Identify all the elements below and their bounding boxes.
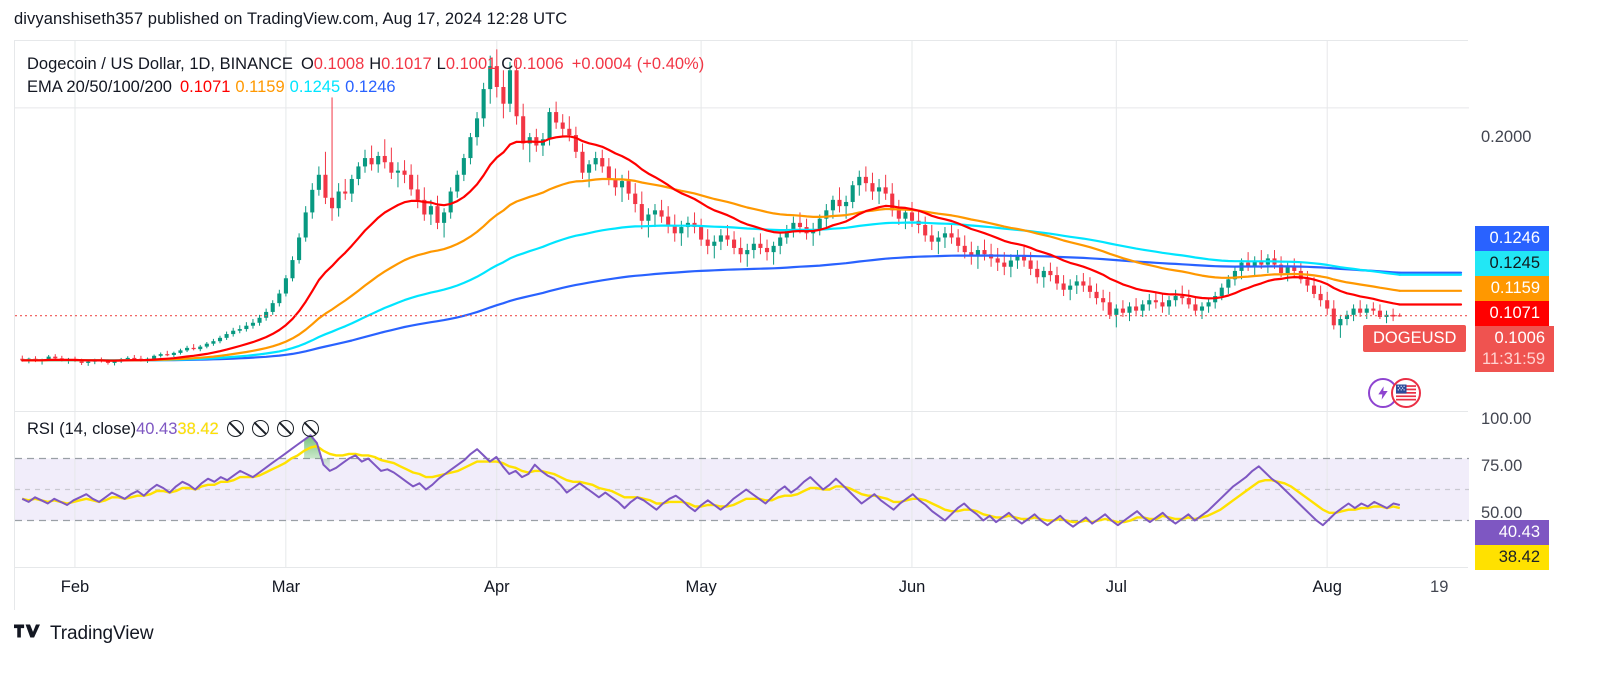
time-axis-label-feb: Feb — [60, 578, 90, 596]
rsi-chart-canvas — [15, 412, 1469, 567]
last-price-tag[interactable]: 0.1006 11:31:59 — [1475, 326, 1555, 372]
rsi-value-tag: 40.43 — [1475, 520, 1549, 545]
price-chart-canvas — [15, 41, 1469, 411]
last-price-value: 0.1006 — [1494, 329, 1546, 347]
chart-frame: Dogecoin / US Dollar, 1D, BINANCE O0.1008… — [14, 40, 1469, 610]
footer: TradingView — [14, 622, 154, 645]
time-axis-label-19: 19 — [1430, 578, 1449, 596]
rsi-pane[interactable]: RSI (14, close)40.4338.42 — [15, 412, 1469, 567]
bar-countdown: 11:31:59 — [1482, 350, 1546, 368]
price-tick-0: 0.2000 — [1481, 128, 1532, 146]
time-axis-label-jun: Jun — [898, 578, 926, 596]
time-axis-separator — [15, 567, 1468, 568]
tradingview-logo-icon — [14, 622, 40, 645]
publisher-attribution: divyanshiseth357 published on TradingVie… — [14, 10, 568, 28]
chart-badges — [1368, 378, 1421, 408]
ema20-price-tag: 0.1071 — [1475, 301, 1549, 326]
time-axis-label-may: May — [685, 578, 717, 596]
rsi-ma-value-tag: 38.42 — [1475, 545, 1549, 570]
time-axis-label-apr: Apr — [483, 578, 510, 596]
price-scale[interactable]: 0.2000 0.1246 0.1245 0.1159 0.1071 0.100… — [1469, 40, 1600, 610]
ema50-price-tag: 0.1159 — [1475, 276, 1549, 301]
rsi-tick-75: 75.00 — [1481, 457, 1523, 475]
brand-name: TradingView — [50, 622, 154, 644]
us-flag-badge-icon[interactable] — [1391, 378, 1421, 408]
time-axis-label-mar: Mar — [271, 578, 301, 596]
time-axis[interactable]: Feb Mar Apr May Jun Jul Aug 19 — [15, 568, 1468, 610]
rsi-tick-50: 50.00 — [1481, 504, 1523, 522]
ema100-price-tag: 0.1245 — [1475, 251, 1549, 276]
price-pane[interactable]: Dogecoin / US Dollar, 1D, BINANCE O0.1008… — [15, 41, 1469, 411]
ema200-price-tag: 0.1246 — [1475, 226, 1549, 251]
rsi-tick-100: 100.00 — [1481, 410, 1532, 428]
time-axis-label-aug: Aug — [1312, 578, 1342, 596]
time-axis-label-jul: Jul — [1105, 578, 1127, 596]
symbol-price-tag: DOGEUSD — [1363, 325, 1467, 352]
pane-separator — [15, 411, 1468, 412]
